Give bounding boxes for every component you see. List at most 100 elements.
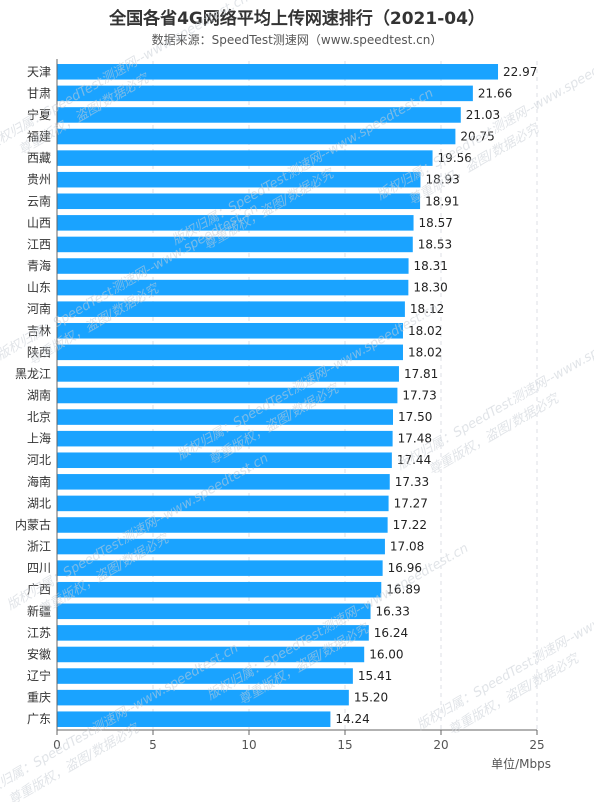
- bar: [57, 538, 385, 555]
- category-label: 云南: [27, 193, 51, 208]
- value-label: 19.56: [438, 151, 472, 165]
- x-tick-label: 5: [149, 738, 157, 752]
- bar: [57, 344, 403, 361]
- bar: [57, 150, 433, 166]
- category-label: 湖北: [27, 495, 51, 510]
- value-label: 17.50: [398, 410, 432, 424]
- value-label: 14.24: [335, 712, 369, 726]
- value-label: 17.73: [402, 389, 436, 403]
- category-label: 新疆: [27, 603, 51, 618]
- value-label: 17.27: [394, 496, 428, 510]
- x-tick-label: 20: [433, 738, 448, 752]
- bar: [57, 64, 499, 80]
- value-label: 16.33: [376, 604, 410, 618]
- bar: [57, 581, 382, 598]
- bar: [57, 711, 331, 727]
- value-labels: 22.97 21.66 21.03 20.75 19.56 18.93 18.91 18.57…: [335, 65, 537, 726]
- value-label: 21.03: [466, 108, 500, 122]
- value-label: 18.30: [413, 281, 447, 295]
- category-label: 湖南: [27, 388, 51, 403]
- bar: [57, 236, 413, 253]
- value-label: 17.44: [397, 453, 431, 467]
- bar: [57, 128, 456, 145]
- value-label: 22.97: [503, 65, 537, 79]
- category-label: 辽宁: [27, 668, 51, 683]
- bars: [57, 64, 499, 727]
- category-label: 河南: [27, 301, 51, 316]
- bar: [57, 474, 390, 490]
- category-label: 山西: [27, 216, 51, 230]
- chart-subtitle: 数据来源：SpeedTest测速网（www.speedtest.cn）: [151, 33, 443, 47]
- value-label: 17.48: [398, 432, 432, 446]
- value-label: 21.66: [478, 86, 512, 100]
- category-label: 内蒙古: [15, 517, 51, 532]
- category-label: 黑龙江: [15, 367, 51, 381]
- bar: [57, 85, 473, 102]
- bar: [57, 107, 461, 123]
- value-label: 17.08: [390, 540, 424, 554]
- bar: [57, 668, 353, 684]
- bar: [57, 322, 403, 339]
- category-label: 天津: [27, 65, 51, 79]
- value-label: 18.57: [419, 216, 453, 230]
- value-label: 16.89: [386, 583, 420, 597]
- bar: [57, 560, 383, 576]
- value-label: 17.81: [404, 367, 438, 381]
- value-label: 18.93: [425, 173, 459, 187]
- category-label: 宁夏: [27, 107, 51, 122]
- category-label: 吉林: [27, 324, 51, 338]
- value-label: 18.02: [408, 324, 442, 338]
- category-label: 福建: [27, 129, 51, 144]
- bar: [57, 387, 398, 404]
- bar: [57, 603, 371, 620]
- category-label: 甘肃: [27, 86, 51, 100]
- value-label: 18.53: [418, 237, 452, 251]
- category-label: 贵州: [27, 173, 51, 187]
- bar: [57, 171, 421, 188]
- bar: [57, 258, 409, 274]
- value-label: 17.22: [393, 518, 427, 532]
- bar: [57, 646, 365, 663]
- value-label: 15.41: [358, 669, 392, 683]
- category-label: 河北: [27, 453, 51, 467]
- x-tick-label: 10: [241, 738, 256, 752]
- x-tick-label: 25: [529, 738, 544, 752]
- value-label: 16.00: [369, 647, 403, 661]
- category-label: 江西: [27, 237, 51, 251]
- bar: [57, 430, 393, 447]
- category-label: 江苏: [27, 626, 51, 640]
- category-label: 海南: [27, 474, 51, 489]
- category-label: 四川: [27, 561, 51, 575]
- bar: [57, 301, 405, 317]
- value-label: 16.24: [374, 626, 408, 640]
- bar: [57, 279, 409, 296]
- value-label: 18.02: [408, 345, 442, 359]
- x-tick-label: 15: [337, 738, 352, 752]
- bar: [57, 366, 399, 382]
- value-label: 18.12: [410, 302, 444, 316]
- category-label: 青海: [27, 258, 51, 273]
- category-labels: 天津甘肃宁夏福建西藏贵州云南山西江西青海山东河南吉林陕西黑龙江湖南北京上海河北海…: [15, 65, 51, 726]
- value-label: 16.96: [388, 561, 422, 575]
- chart-title: 全国各省4G网络平均上传网速排行（2021-04）: [109, 9, 485, 29]
- bar: [57, 215, 414, 231]
- category-label: 北京: [27, 410, 51, 424]
- value-label: 17.33: [395, 475, 429, 489]
- value-label: 18.31: [414, 259, 448, 273]
- category-label: 广西: [27, 583, 51, 597]
- x-axis-unit-label: 单位/Mbps: [491, 756, 551, 771]
- bar: [57, 193, 421, 210]
- value-label: 15.20: [354, 691, 388, 705]
- bar: [57, 517, 388, 533]
- category-label: 陕西: [27, 344, 51, 359]
- category-label: 山东: [27, 281, 51, 295]
- value-label: 18.91: [425, 194, 459, 208]
- category-label: 广东: [27, 712, 51, 726]
- x-tick-label: 0: [53, 738, 61, 752]
- bar: [57, 495, 389, 512]
- bar: [57, 452, 392, 469]
- bar: [57, 625, 369, 641]
- category-label: 重庆: [27, 691, 51, 705]
